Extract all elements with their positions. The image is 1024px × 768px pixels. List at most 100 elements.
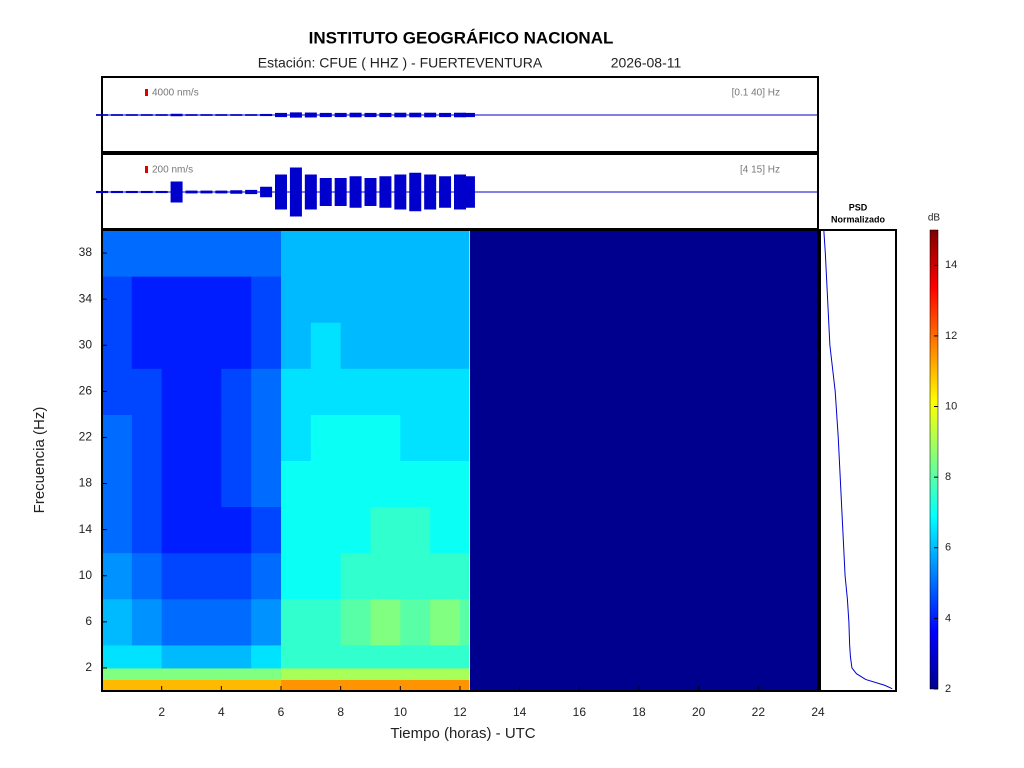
- spectrogram-cell: [161, 552, 192, 600]
- spectrogram-cell: [221, 368, 252, 415]
- trace-envelope: [349, 176, 362, 208]
- trace-envelope: [462, 176, 475, 208]
- scale-bar: [145, 166, 148, 173]
- psd-title: Normalizado: [831, 214, 886, 224]
- trace-envelope: [110, 114, 123, 116]
- spectrogram-cell: [131, 414, 163, 461]
- chart-title: INSTITUTO GEOGRÁFICO NACIONAL: [309, 28, 614, 47]
- spectrogram-cell: [161, 644, 192, 669]
- spectrogram-cell: [191, 644, 222, 669]
- spectrogram-cell: [340, 414, 371, 461]
- spectrogram-cell: [430, 368, 461, 415]
- y-axis-label: Frecuencia (Hz): [31, 407, 48, 514]
- spectrogram-cell: [281, 276, 312, 323]
- spectrogram-cell: [281, 414, 312, 461]
- spectrogram-cell: [400, 679, 431, 692]
- y-tick-label: 6: [85, 614, 92, 628]
- spectrogram-cell: [310, 230, 342, 277]
- spectrogram-cell: [161, 679, 192, 692]
- trace-envelope: [125, 190, 138, 194]
- spectrogram-cell: [400, 644, 431, 669]
- spectrogram-cell: [460, 322, 470, 369]
- trace-envelope: [260, 113, 273, 117]
- trace-envelope: [364, 178, 377, 206]
- spectrogram-cell: [430, 276, 461, 323]
- spectrogram-cell: [102, 552, 133, 600]
- spectrogram-cell: [161, 460, 192, 508]
- trace-envelope: [334, 112, 347, 118]
- spectrogram-cell: [310, 322, 342, 369]
- trace-envelope: [424, 174, 437, 210]
- spectrogram-cell: [131, 460, 163, 508]
- spectrogram-cell: [131, 667, 163, 680]
- x-tick-label: 24: [811, 705, 825, 719]
- spectrogram-cell: [221, 679, 252, 692]
- trace-envelope: [230, 190, 243, 194]
- colorbar-tick-label: 14: [945, 259, 957, 271]
- spectrogram-cell: [102, 276, 133, 323]
- spectrogram-cell: [400, 230, 431, 277]
- spectrogram-cell: [191, 506, 222, 554]
- band-label: [4 15] Hz: [740, 165, 780, 176]
- spectrogram-cell: [370, 414, 401, 461]
- spectrogram-cell: [102, 230, 133, 277]
- spectrogram-cell: [251, 414, 282, 461]
- spectrogram-cell: [370, 368, 401, 415]
- x-tick-label: 6: [278, 705, 285, 719]
- spectrogram-cell: [102, 506, 133, 554]
- spectrogram-cell: [102, 679, 133, 692]
- spectrogram-cell: [460, 506, 470, 554]
- spectrogram-cell: [281, 644, 312, 669]
- spectrogram-cell: [161, 414, 192, 461]
- spectrogram-cell: [221, 506, 252, 554]
- spectrogram-cell: [131, 679, 163, 692]
- spectrogram-cell: [400, 598, 431, 646]
- trace-envelope: [409, 112, 422, 118]
- trace-envelope: [349, 112, 362, 118]
- spectrogram-cell: [221, 230, 252, 277]
- date: 2026-08-11: [611, 55, 682, 71]
- spectrogram-cell: [400, 552, 431, 600]
- trace-envelope: [424, 112, 437, 118]
- trace-envelope: [364, 112, 377, 118]
- spectrogram-cell: [161, 598, 192, 646]
- spectrogram-cell: [251, 368, 282, 415]
- station: Estación: CFUE ( HHZ ) - FUERTEVENTURA: [258, 55, 543, 71]
- spectrogram-cell: [340, 644, 371, 669]
- spectrogram-cell: [430, 322, 461, 369]
- trace-envelope: [170, 113, 183, 117]
- spectrogram-cell: [340, 667, 371, 680]
- spectrogram-cell: [340, 552, 371, 600]
- spectrogram-cell: [310, 679, 342, 692]
- trace-envelope: [319, 178, 332, 206]
- spectrogram-cell: [460, 667, 470, 680]
- spectrogram-cell: [460, 552, 470, 600]
- spectrogram-cell: [281, 460, 312, 508]
- trace-envelope: [155, 114, 168, 116]
- spectrogram-cell: [400, 322, 431, 369]
- trace-envelope: [379, 112, 392, 118]
- spectrogram-cell: [191, 552, 222, 600]
- spectrogram-cell: [161, 368, 192, 415]
- trace-envelope: [215, 114, 228, 116]
- spectrogram-cell: [340, 679, 371, 692]
- spectrogram-cell: [430, 414, 461, 461]
- spectrogram-cell: [102, 598, 133, 646]
- trace-envelope: [454, 112, 466, 118]
- spectrogram-cell: [281, 322, 312, 369]
- spectrogram-cell: [430, 667, 461, 680]
- colorbar-label: dB: [928, 213, 941, 224]
- spectrogram-cell: [430, 598, 461, 646]
- spectrogram-cell: [460, 276, 470, 323]
- spectrogram-cell: [221, 667, 252, 680]
- spectrogram-cell: [370, 552, 401, 600]
- spectrogram-cell: [191, 368, 222, 415]
- spectrogram-cell: [340, 322, 371, 369]
- spectrogram-cell: [281, 552, 312, 600]
- spectrogram-cell: [251, 506, 282, 554]
- trace-envelope: [140, 114, 153, 116]
- no-data-area: [470, 230, 818, 691]
- trace-envelope: [110, 190, 123, 194]
- psd-title: PSD: [849, 202, 868, 212]
